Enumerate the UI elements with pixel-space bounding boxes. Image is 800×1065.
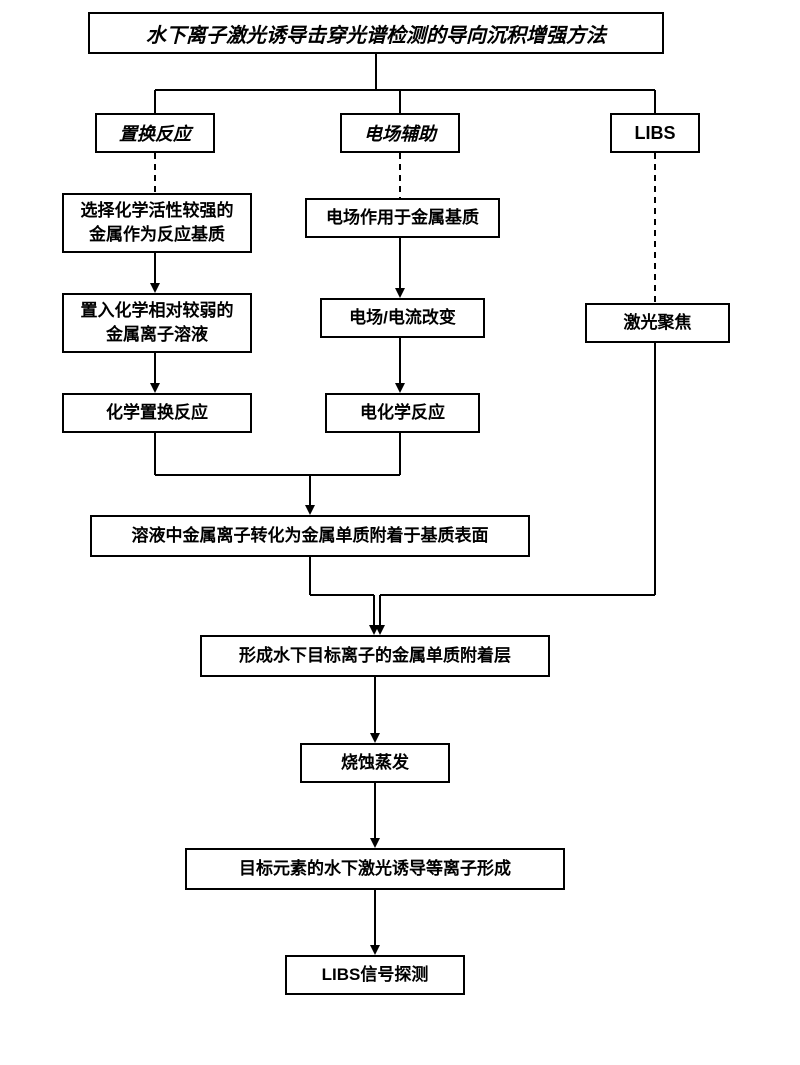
left-step-2-text: 置入化学相对较弱的 金属离子溶液 bbox=[81, 299, 234, 347]
right-step-1: 激光聚焦 bbox=[585, 303, 730, 343]
mid-step-2-text: 电场/电流改变 bbox=[349, 306, 456, 330]
title-text: 水下离子激光诱导击穿光谱检测的导向沉积增强方法 bbox=[146, 19, 606, 48]
mid-step-3-text: 电化学反应 bbox=[360, 401, 445, 425]
header-mid-label: 电场辅助 bbox=[364, 120, 436, 146]
header-right-label: LIBS bbox=[634, 123, 675, 144]
merge-5: LIBS信号探测 bbox=[285, 955, 465, 995]
mid-step-2: 电场/电流改变 bbox=[320, 298, 485, 338]
header-left-label: 置换反应 bbox=[119, 120, 191, 146]
mid-step-1: 电场作用于金属基质 bbox=[305, 198, 500, 238]
title-box: 水下离子激光诱导击穿光谱检测的导向沉积增强方法 bbox=[88, 12, 664, 54]
left-step-3-text: 化学置换反应 bbox=[106, 401, 208, 425]
merge-4-text: 目标元素的水下激光诱导等离子形成 bbox=[239, 857, 511, 881]
merge-1: 溶液中金属离子转化为金属单质附着于基质表面 bbox=[90, 515, 530, 557]
merge-5-text: LIBS信号探测 bbox=[322, 963, 429, 987]
header-left: 置换反应 bbox=[95, 113, 215, 153]
right-step-1-text: 激光聚焦 bbox=[624, 311, 692, 335]
header-mid: 电场辅助 bbox=[340, 113, 460, 153]
left-step-2: 置入化学相对较弱的 金属离子溶液 bbox=[62, 293, 252, 353]
left-step-1-text: 选择化学活性较强的 金属作为反应基质 bbox=[81, 199, 234, 247]
merge-2: 形成水下目标离子的金属单质附着层 bbox=[200, 635, 550, 677]
merge-3-text: 烧蚀蒸发 bbox=[341, 751, 409, 775]
header-right: LIBS bbox=[610, 113, 700, 153]
mid-step-3: 电化学反应 bbox=[325, 393, 480, 433]
left-step-3: 化学置换反应 bbox=[62, 393, 252, 433]
merge-1-text: 溶液中金属离子转化为金属单质附着于基质表面 bbox=[132, 524, 489, 548]
mid-step-1-text: 电场作用于金属基质 bbox=[326, 206, 479, 230]
merge-2-text: 形成水下目标离子的金属单质附着层 bbox=[239, 644, 511, 668]
merge-4: 目标元素的水下激光诱导等离子形成 bbox=[185, 848, 565, 890]
left-step-1: 选择化学活性较强的 金属作为反应基质 bbox=[62, 193, 252, 253]
merge-3: 烧蚀蒸发 bbox=[300, 743, 450, 783]
